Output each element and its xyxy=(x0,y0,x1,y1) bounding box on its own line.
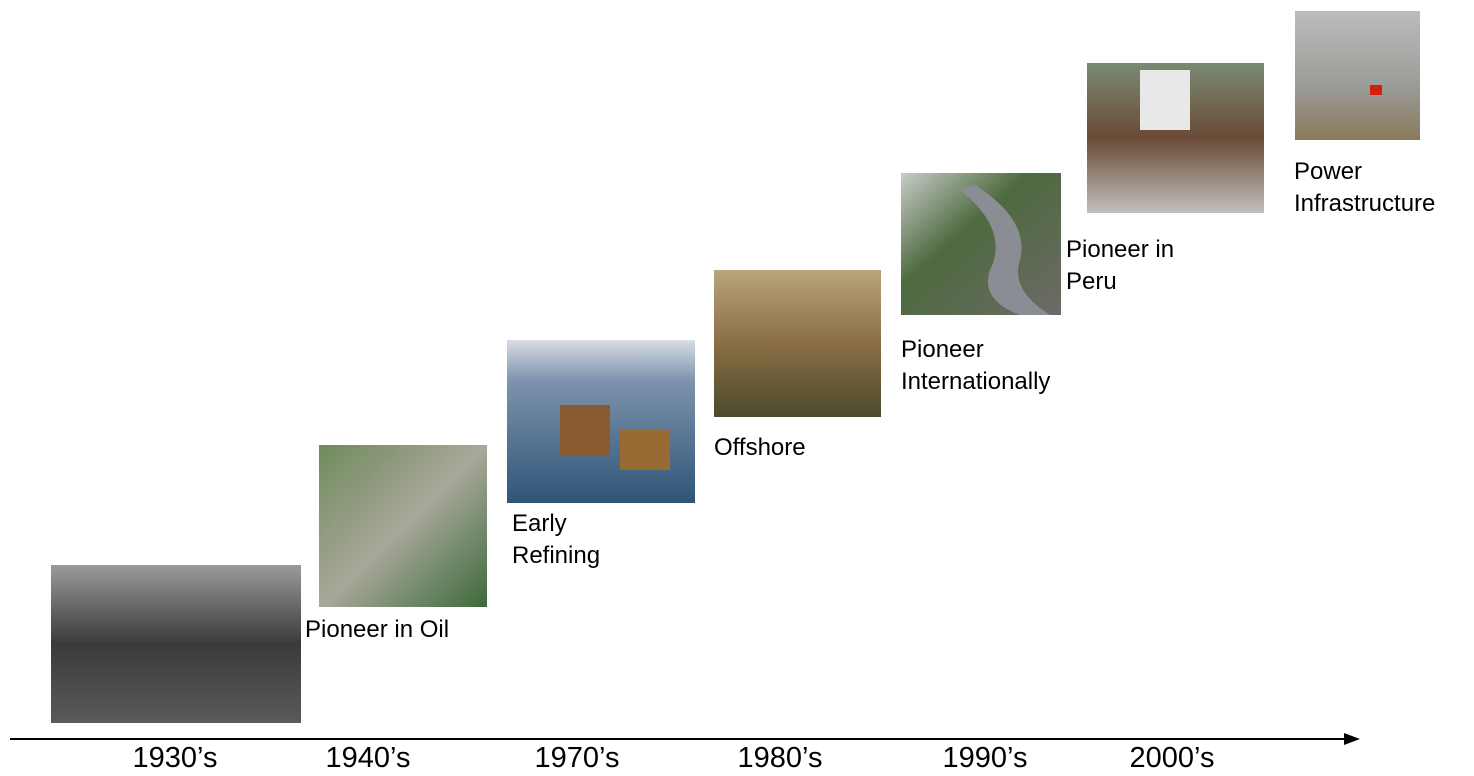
platform xyxy=(620,430,670,470)
chimneys xyxy=(1140,70,1190,130)
axis-arrow xyxy=(1344,733,1360,745)
decade-label: 1980’s xyxy=(700,742,860,775)
decade-label: 1930’s xyxy=(95,742,255,775)
decade-label: 1990’s xyxy=(905,742,1065,775)
milestone-caption: Pioneer in Oil xyxy=(305,614,455,646)
page: Pioneer in Oil Early Refining Offshore P… xyxy=(0,0,1474,776)
photo-refinery xyxy=(319,445,487,607)
milestone-caption: Pioneer Internationally xyxy=(901,334,1076,398)
photo-prairie xyxy=(714,270,881,417)
platform xyxy=(560,405,610,455)
timeline-art xyxy=(0,0,1474,776)
photo-workers xyxy=(51,565,301,723)
decade-label: 2000’s xyxy=(1092,742,1252,775)
photo-substation xyxy=(1295,11,1420,140)
milestone-caption: Offshore xyxy=(714,432,874,464)
sign xyxy=(1370,85,1382,95)
decade-label: 1970’s xyxy=(497,742,657,775)
milestone-caption: Early Refining xyxy=(512,508,622,572)
milestone-caption: Power Infrastructure xyxy=(1294,156,1469,220)
decade-label: 1940’s xyxy=(288,742,448,775)
milestone-caption: Pioneer in Peru xyxy=(1066,234,1206,298)
